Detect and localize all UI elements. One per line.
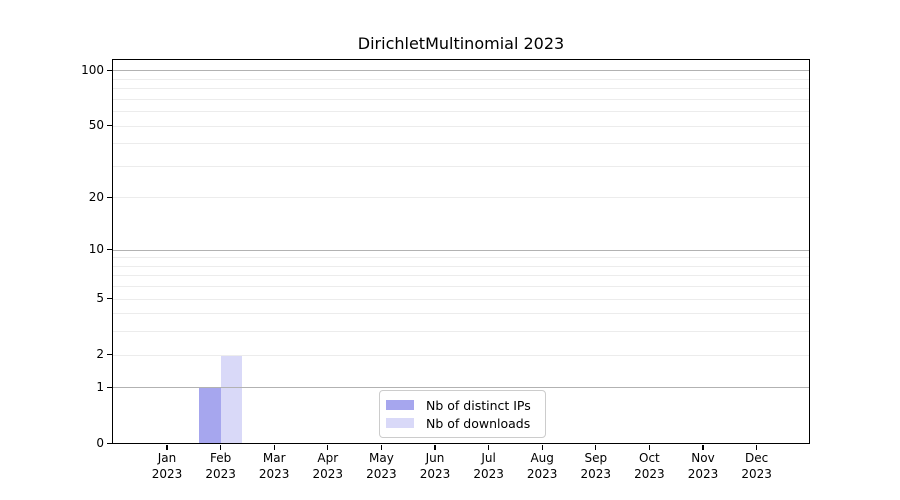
x-tick-mark-jun-2023 bbox=[434, 444, 436, 450]
x-tick-label-jun-2023: Jun 2023 bbox=[419, 451, 451, 481]
y-tick-label-2: 2 bbox=[96, 347, 104, 362]
x-tick-label-mar-2023: Mar 2023 bbox=[258, 451, 290, 481]
bar-nb-of-distinct-ips-feb-2023 bbox=[199, 387, 221, 444]
x-tick-mark-oct-2023 bbox=[648, 444, 651, 450]
x-tick-mark-feb-2023 bbox=[219, 444, 222, 450]
plot-area bbox=[112, 59, 810, 444]
x-tick-mark-jan-2023 bbox=[166, 444, 168, 450]
minor-gridline-4 bbox=[112, 313, 810, 315]
y-tick-mark-50 bbox=[107, 124, 112, 127]
y-tick-mark-100 bbox=[107, 69, 112, 72]
minor-gridline-30 bbox=[112, 165, 810, 167]
y-tick-label-10: 10 bbox=[88, 242, 104, 257]
y-tick-mark-1 bbox=[107, 386, 112, 389]
y-tick-mark-5 bbox=[107, 297, 112, 300]
minor-gridline-20 bbox=[112, 197, 810, 199]
minor-gridline-40 bbox=[112, 143, 810, 145]
x-tick-mark-may-2023 bbox=[380, 444, 383, 450]
major-gridline-10 bbox=[112, 249, 810, 251]
y-tick-mark-2 bbox=[107, 353, 112, 356]
x-tick-label-feb-2023: Feb 2023 bbox=[205, 451, 236, 481]
x-tick-label-dec-2023: Dec 2023 bbox=[741, 451, 772, 481]
x-tick-mark-aug-2023 bbox=[541, 444, 543, 450]
x-tick-mark-mar-2023 bbox=[273, 444, 275, 450]
minor-gridline-3 bbox=[112, 331, 810, 333]
minor-gridline-9 bbox=[112, 257, 810, 259]
legend-swatch-downloads bbox=[386, 418, 414, 428]
x-tick-mark-apr-2023 bbox=[327, 444, 329, 450]
x-tick-label-jul-2023: Jul 2023 bbox=[473, 451, 504, 481]
minor-gridline-8 bbox=[112, 265, 810, 267]
y-tick-label-20: 20 bbox=[88, 189, 104, 204]
minor-gridline-50 bbox=[112, 125, 810, 127]
x-tick-mark-sep-2023 bbox=[595, 444, 597, 450]
x-tick-mark-nov-2023 bbox=[702, 444, 704, 450]
y-tick-mark-20 bbox=[107, 196, 112, 199]
legend-swatch-distinct-ips bbox=[386, 400, 414, 410]
x-tick-label-jan-2023: Jan 2023 bbox=[151, 451, 183, 481]
legend: Nb of distinct IPs Nb of downloads bbox=[379, 390, 546, 438]
y-tick-label-100: 100 bbox=[81, 62, 104, 77]
legend-item-downloads: Nb of downloads bbox=[386, 414, 537, 432]
minor-gridline-90 bbox=[112, 78, 810, 80]
x-tick-mark-jul-2023 bbox=[487, 444, 490, 450]
minor-gridline-6 bbox=[112, 286, 810, 288]
x-tick-label-aug-2023: Aug 2023 bbox=[526, 451, 558, 481]
minor-gridline-70 bbox=[112, 98, 810, 100]
minor-gridline-5 bbox=[112, 298, 810, 300]
y-tick-label-50: 50 bbox=[88, 118, 104, 133]
minor-gridline-2 bbox=[112, 354, 810, 356]
legend-label-distinct-ips: Nb of distinct IPs bbox=[426, 397, 531, 413]
y-tick-label-1: 1 bbox=[96, 379, 104, 394]
x-tick-label-nov-2023: Nov 2023 bbox=[687, 451, 719, 481]
chart-title: DirichletMultinomial 2023 bbox=[357, 34, 565, 53]
y-tick-label-0: 0 bbox=[96, 436, 104, 450]
x-tick-mark-dec-2023 bbox=[755, 444, 758, 450]
legend-item-distinct-ips: Nb of distinct IPs bbox=[386, 396, 537, 414]
y-tick-mark-10 bbox=[107, 248, 112, 251]
minor-gridline-80 bbox=[112, 88, 810, 90]
x-tick-label-sep-2023: Sep 2023 bbox=[580, 451, 612, 481]
bar-nb-of-downloads-feb-2023 bbox=[220, 354, 243, 444]
x-tick-label-oct-2023: Oct 2023 bbox=[634, 451, 665, 481]
major-gridline-100 bbox=[112, 70, 810, 72]
major-gridline-1 bbox=[112, 387, 810, 389]
minor-gridline-60 bbox=[112, 111, 810, 113]
x-tick-label-may-2023: May 2023 bbox=[366, 451, 397, 481]
minor-gridline-7 bbox=[112, 275, 810, 277]
y-tick-mark-0 bbox=[107, 442, 112, 445]
x-tick-label-apr-2023: Apr 2023 bbox=[312, 451, 344, 481]
y-tick-label-5: 5 bbox=[96, 291, 104, 306]
legend-label-downloads: Nb of downloads bbox=[426, 415, 531, 431]
